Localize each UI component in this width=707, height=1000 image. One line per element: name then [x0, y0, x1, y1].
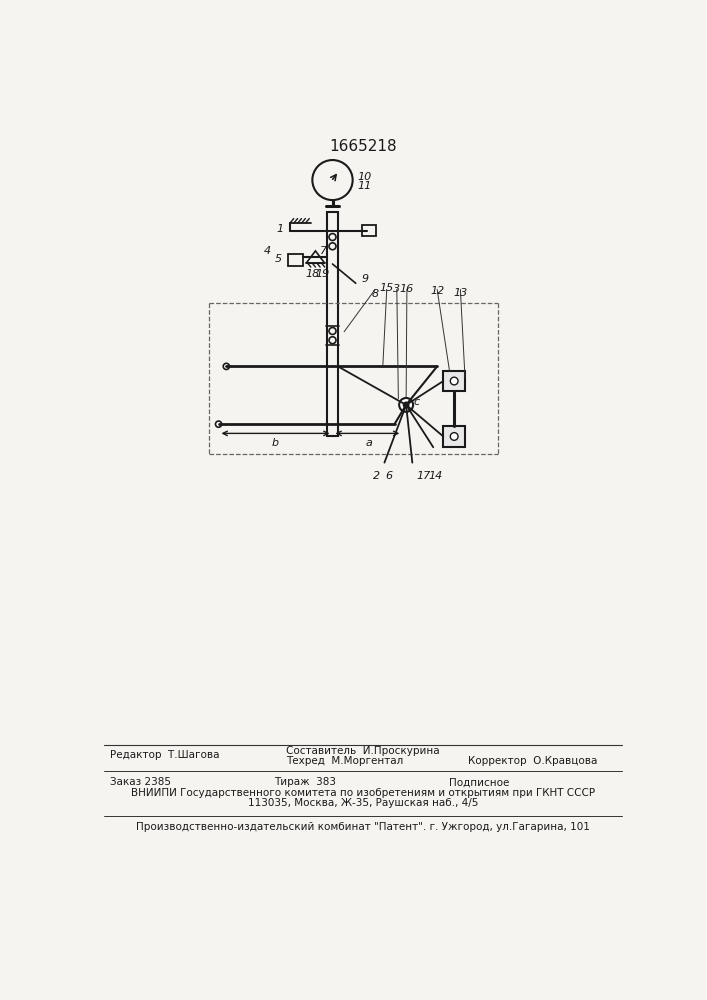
Text: 6: 6 — [385, 471, 392, 481]
Text: 16: 16 — [399, 284, 414, 294]
Text: b: b — [271, 438, 279, 448]
Text: Заказ 2385: Заказ 2385 — [110, 777, 171, 787]
Circle shape — [223, 363, 230, 369]
Circle shape — [399, 398, 413, 412]
Text: Составитель  И.Проскурина: Составитель И.Проскурина — [286, 746, 440, 756]
Text: Тираж  383: Тираж 383 — [274, 777, 337, 787]
Bar — [362, 225, 376, 236]
Circle shape — [450, 377, 458, 385]
Text: 10: 10 — [357, 172, 372, 182]
Text: 7: 7 — [320, 246, 327, 256]
Bar — [443, 426, 465, 447]
Text: 12: 12 — [430, 286, 444, 296]
Text: 4: 4 — [264, 246, 271, 256]
Circle shape — [216, 421, 222, 427]
Text: 2: 2 — [373, 471, 380, 481]
Text: Техред  М.Моргентал: Техред М.Моргентал — [286, 756, 403, 766]
Bar — [288, 254, 303, 266]
Text: 8: 8 — [372, 289, 379, 299]
Text: 3: 3 — [393, 284, 400, 294]
Text: 15: 15 — [380, 283, 394, 293]
Text: 14: 14 — [428, 471, 443, 481]
Circle shape — [450, 433, 458, 440]
Bar — [443, 371, 465, 391]
Circle shape — [404, 402, 409, 408]
Text: 1665218: 1665218 — [329, 139, 397, 154]
Text: 5: 5 — [275, 254, 282, 264]
Text: 18: 18 — [305, 269, 320, 279]
Text: Редактор  Т.Шагова: Редактор Т.Шагова — [110, 750, 220, 760]
Text: Производственно-издательский комбинат "Патент". г. Ужгород, ул.Гагарина, 101: Производственно-издательский комбинат "П… — [136, 822, 590, 832]
Text: a: a — [366, 438, 373, 448]
Text: 113035, Москва, Ж-35, Раушская наб., 4/5: 113035, Москва, Ж-35, Раушская наб., 4/5 — [247, 798, 478, 808]
Text: 17: 17 — [416, 471, 431, 481]
Text: c: c — [414, 397, 420, 407]
Text: 13: 13 — [453, 288, 467, 298]
Text: 19: 19 — [315, 269, 329, 279]
Text: 9: 9 — [361, 274, 368, 284]
Text: Подписное: Подписное — [449, 777, 509, 787]
Text: 1: 1 — [276, 224, 284, 234]
Text: Корректор  О.Кравцова: Корректор О.Кравцова — [468, 756, 597, 766]
Bar — [327, 212, 338, 436]
Text: ВНИИПИ Государственного комитета по изобретениям и открытиям при ГКНТ СССР: ВНИИПИ Государственного комитета по изоб… — [131, 788, 595, 798]
Text: 11: 11 — [357, 181, 372, 191]
